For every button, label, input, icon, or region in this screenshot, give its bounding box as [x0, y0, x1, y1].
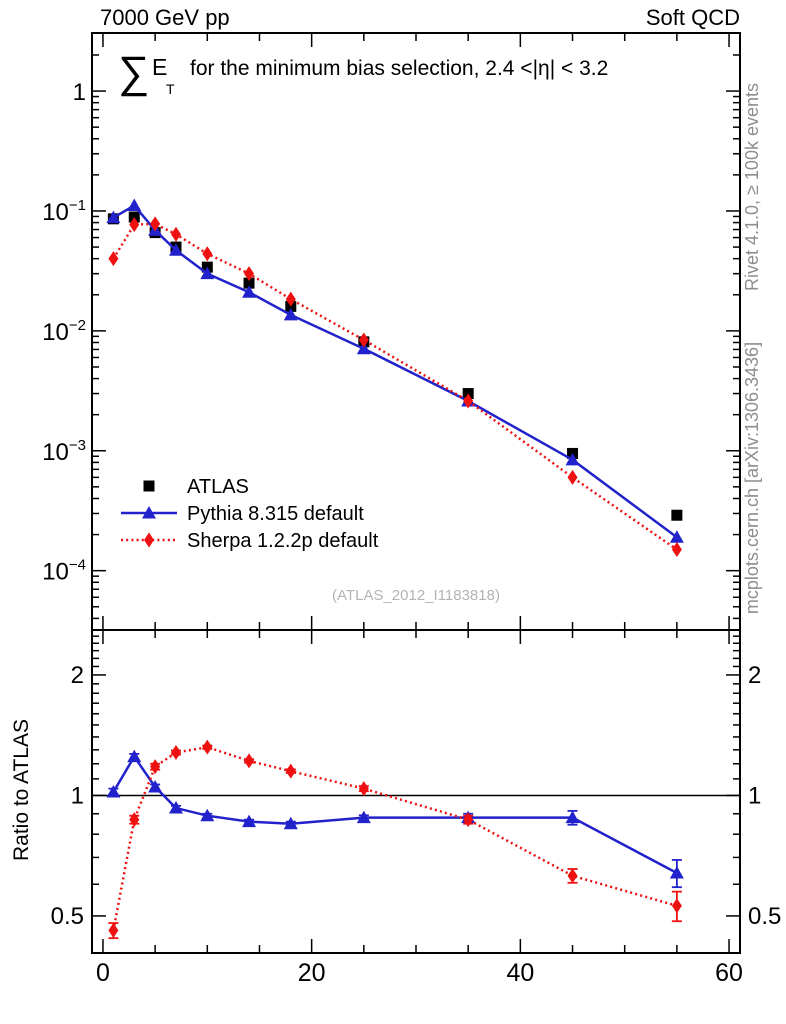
ratio-y-tick-label-right: 2: [748, 662, 761, 689]
series-line: [112, 754, 678, 875]
ratio-y-axis-ticks: 2 2 1 1 0.5 0.5: [51, 635, 781, 930]
data-point: [567, 469, 578, 485]
data-point: [463, 812, 474, 828]
header-energy-label: 7000 GeV pp: [100, 5, 230, 30]
data-point: [671, 542, 682, 558]
data-point: [463, 393, 474, 409]
header-process-label: Soft QCD: [646, 5, 740, 30]
data-point: [150, 759, 161, 775]
data-point: [106, 784, 121, 798]
ratio-y-tick-label: 0.5: [51, 903, 84, 930]
data-point: [242, 285, 257, 298]
data-point: [283, 307, 298, 321]
legend-label-sherpa: Sherpa 1.2.2p default: [187, 530, 379, 552]
data-point: [567, 868, 578, 884]
x-tick-label: 20: [298, 959, 326, 987]
series-line: [112, 745, 678, 931]
ratio-y-axis-label: Ratio to ATLAS: [10, 719, 33, 861]
data-point: [244, 266, 255, 282]
x-axis-ticks: 0 20 40 60: [96, 33, 743, 987]
data-point: [106, 210, 121, 224]
chart-canvas: 0 20 40 60 1 10−1 10−2 10−3 10−4 2 2 1 1 0.5 0.5: [42, 32, 781, 987]
legend-label-atlas: ATLAS: [187, 476, 249, 498]
ratio-y-tick-label-right: 1: [748, 782, 761, 809]
main-y-tick-label: 10−1: [42, 197, 86, 226]
legend-label-pythia: Pythia 8.315 default: [187, 503, 364, 525]
data-point: [169, 801, 183, 814]
plot-title-observable-subscript: T: [166, 81, 175, 97]
data-point: [129, 217, 140, 233]
x-tick-label: 0: [96, 959, 110, 987]
data-point: [129, 812, 140, 828]
mcplots-arxiv-note: mcplots.cern.ch [arXiv:1306.3436]: [742, 342, 762, 614]
data-point: [283, 816, 298, 830]
series-line: [112, 222, 678, 551]
series-ratio-sherpa-1-2-2p-default: [108, 739, 682, 940]
ratio-y-tick-label: 2: [71, 662, 84, 689]
main-y-tick-label: 10−2: [42, 317, 86, 346]
data-point: [143, 480, 155, 492]
data-point: [358, 781, 369, 797]
analysis-watermark: (ATLAS_2012_I1183818): [332, 587, 500, 604]
data-point: [669, 530, 684, 543]
rivet-version-note: Rivet 4.1.0, ≥ 100k events: [742, 83, 762, 291]
data-point: [244, 753, 255, 769]
data-point: [127, 749, 142, 763]
data-point: [565, 452, 580, 466]
ratio-y-tick-label-right: 0.5: [748, 903, 781, 930]
data-point: [148, 779, 163, 793]
data-point: [671, 898, 682, 914]
data-point: [171, 745, 181, 761]
data-point: [171, 226, 181, 242]
data-point: [108, 251, 119, 267]
data-point: [200, 808, 215, 822]
data-point: [142, 506, 156, 519]
data-point: [565, 810, 580, 824]
main-y-tick-label: 1: [73, 79, 86, 106]
ratio-y-tick-label: 1: [71, 782, 84, 809]
legend-markers: [121, 480, 177, 548]
data-point: [356, 341, 371, 355]
data-point: [144, 532, 154, 548]
data-point: [128, 211, 140, 223]
series-main-atlas: [107, 211, 683, 521]
data-point: [150, 216, 161, 232]
data-point: [358, 332, 369, 348]
data-point: [671, 509, 683, 521]
x-tick-label: 60: [715, 959, 743, 987]
plot-title-text: for the minimum bias selection, 2.4 <|η|…: [190, 57, 608, 80]
data-point: [169, 243, 183, 256]
plot-title-observable: E: [152, 54, 167, 80]
data-point: [200, 266, 215, 280]
data-point: [127, 198, 142, 212]
ratio-panel-frame: [91, 629, 741, 954]
data-point: [669, 866, 684, 879]
data-point: [202, 246, 213, 262]
data-point: [356, 810, 371, 824]
plot-title-sigma: ∑: [118, 48, 149, 97]
data-point: [108, 922, 119, 938]
main-y-tick-label: 10−4: [42, 557, 86, 586]
main-y-axis-ticks: 1 10−1 10−2 10−3 10−4: [42, 54, 740, 620]
series-ratio-pythia-8-315-default: [106, 749, 684, 889]
data-point: [242, 814, 257, 828]
data-point: [243, 277, 255, 289]
data-point: [285, 291, 296, 307]
series-main-pythia-8-315-default: [106, 198, 684, 543]
data-point: [285, 763, 296, 779]
x-tick-label: 40: [506, 959, 534, 987]
main-y-tick-label: 10−3: [42, 437, 86, 466]
series-main-sherpa-1-2-2p-default: [108, 216, 682, 558]
data-point: [202, 739, 213, 755]
